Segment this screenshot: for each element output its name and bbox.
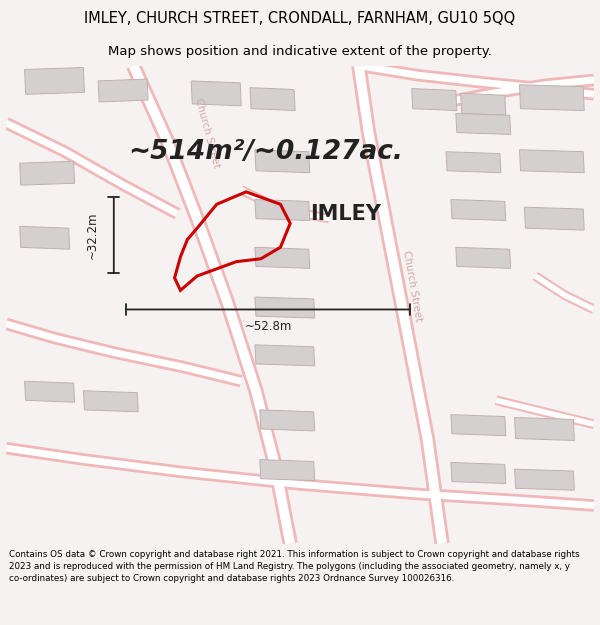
Polygon shape xyxy=(98,79,148,102)
Text: Contains OS data © Crown copyright and database right 2021. This information is : Contains OS data © Crown copyright and d… xyxy=(9,550,580,583)
Polygon shape xyxy=(260,459,315,481)
Text: IMLEY: IMLEY xyxy=(310,204,381,224)
Text: Map shows position and indicative extent of the property.: Map shows position and indicative extent… xyxy=(108,45,492,58)
Text: ~52.8m: ~52.8m xyxy=(244,320,292,333)
Text: Church Street: Church Street xyxy=(193,96,221,169)
Polygon shape xyxy=(515,469,574,490)
Text: ~514m²/~0.127ac.: ~514m²/~0.127ac. xyxy=(128,139,403,164)
Polygon shape xyxy=(25,68,85,94)
Polygon shape xyxy=(446,152,501,173)
Polygon shape xyxy=(20,226,70,249)
Polygon shape xyxy=(255,199,310,221)
Polygon shape xyxy=(260,410,315,431)
Polygon shape xyxy=(255,345,315,366)
Polygon shape xyxy=(515,418,574,441)
Polygon shape xyxy=(524,207,584,230)
Polygon shape xyxy=(451,414,506,436)
Polygon shape xyxy=(255,248,310,268)
Text: IMLEY, CHURCH STREET, CRONDALL, FARNHAM, GU10 5QQ: IMLEY, CHURCH STREET, CRONDALL, FARNHAM,… xyxy=(85,11,515,26)
Polygon shape xyxy=(456,114,511,134)
Polygon shape xyxy=(520,150,584,173)
Polygon shape xyxy=(412,89,457,111)
Polygon shape xyxy=(255,297,315,318)
Polygon shape xyxy=(520,85,584,111)
Polygon shape xyxy=(83,391,139,412)
Polygon shape xyxy=(451,462,506,484)
Polygon shape xyxy=(25,381,74,402)
Polygon shape xyxy=(456,248,511,268)
Polygon shape xyxy=(250,88,295,111)
Polygon shape xyxy=(20,161,74,185)
Polygon shape xyxy=(191,81,241,106)
Text: ~32.2m: ~32.2m xyxy=(86,212,99,259)
Polygon shape xyxy=(451,199,506,221)
Polygon shape xyxy=(461,93,506,116)
Polygon shape xyxy=(255,150,310,173)
Text: Church Street: Church Street xyxy=(401,249,424,322)
